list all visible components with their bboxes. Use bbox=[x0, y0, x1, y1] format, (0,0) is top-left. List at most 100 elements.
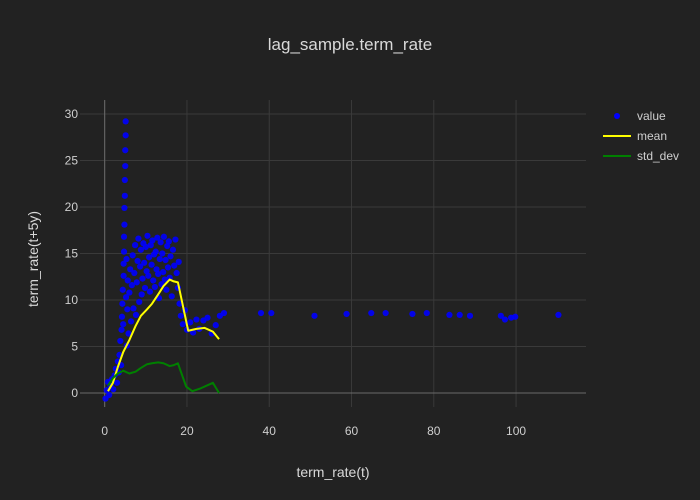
plot-area[interactable] bbox=[102, 118, 562, 402]
data-point bbox=[136, 298, 143, 305]
data-point bbox=[120, 272, 127, 279]
data-point bbox=[163, 286, 170, 293]
legend-item-mean[interactable]: mean bbox=[603, 129, 667, 143]
data-point bbox=[423, 309, 430, 317]
data-point bbox=[142, 243, 149, 251]
data-point bbox=[409, 310, 416, 318]
data-point bbox=[128, 282, 135, 289]
data-point bbox=[118, 326, 125, 333]
data-point bbox=[153, 266, 160, 273]
series-line-std_dev bbox=[107, 361, 220, 394]
data-point bbox=[171, 262, 178, 269]
data-point bbox=[143, 268, 150, 275]
data-point bbox=[156, 255, 163, 263]
data-point bbox=[135, 235, 142, 242]
data-point bbox=[179, 321, 186, 328]
data-point bbox=[123, 255, 130, 263]
data-point bbox=[555, 311, 562, 318]
data-point bbox=[125, 330, 132, 337]
legend-label: std_dev bbox=[637, 149, 679, 163]
data-point bbox=[497, 312, 504, 319]
chart-title: lag_sample.term_rate bbox=[268, 35, 432, 54]
data-point bbox=[168, 293, 175, 300]
data-point bbox=[162, 256, 169, 264]
y-tick-label: 0 bbox=[71, 386, 78, 400]
data-point bbox=[138, 291, 145, 298]
data-point bbox=[160, 233, 168, 240]
data-point bbox=[154, 234, 161, 241]
data-point bbox=[121, 204, 128, 212]
data-point bbox=[311, 312, 318, 319]
data-point bbox=[152, 248, 159, 255]
legend-item-value[interactable]: value bbox=[614, 109, 666, 123]
legend-marker bbox=[614, 113, 620, 119]
data-point bbox=[212, 322, 219, 329]
data-point bbox=[159, 250, 166, 257]
data-point bbox=[113, 379, 121, 386]
data-point bbox=[190, 329, 197, 336]
data-point bbox=[146, 254, 153, 261]
x-tick-label: 100 bbox=[506, 424, 526, 438]
data-point bbox=[165, 238, 172, 245]
data-point bbox=[122, 132, 129, 139]
data-point bbox=[172, 236, 179, 243]
data-point bbox=[368, 309, 375, 317]
data-point bbox=[118, 313, 126, 320]
data-point bbox=[257, 309, 265, 317]
data-point bbox=[501, 316, 509, 323]
data-point bbox=[343, 310, 350, 318]
data-point bbox=[117, 337, 124, 345]
data-point bbox=[173, 269, 180, 277]
data-point bbox=[127, 318, 135, 325]
y-tick-label: 5 bbox=[71, 340, 78, 354]
data-point bbox=[127, 266, 134, 273]
legend-label: mean bbox=[637, 129, 667, 143]
data-point bbox=[124, 277, 131, 284]
data-point bbox=[134, 257, 141, 265]
data-point bbox=[141, 284, 149, 292]
data-point bbox=[122, 147, 129, 154]
data-point bbox=[120, 248, 128, 255]
data-point bbox=[382, 309, 389, 317]
data-point bbox=[137, 246, 144, 253]
data-point bbox=[136, 263, 144, 270]
data-point bbox=[164, 264, 172, 271]
x-tick-label: 20 bbox=[180, 424, 194, 438]
data-point bbox=[268, 309, 275, 317]
y-tick-label: 15 bbox=[65, 247, 79, 261]
data-point bbox=[132, 311, 140, 318]
data-point bbox=[150, 277, 157, 284]
x-tick-label: 40 bbox=[263, 424, 277, 438]
data-point bbox=[121, 176, 128, 184]
data-point bbox=[167, 253, 174, 260]
data-point bbox=[155, 270, 162, 278]
data-point bbox=[148, 261, 155, 268]
legend-item-std_dev[interactable]: std_dev bbox=[603, 149, 679, 163]
data-point bbox=[119, 286, 126, 293]
data-point bbox=[169, 246, 177, 253]
data-point bbox=[126, 289, 133, 296]
data-point bbox=[122, 118, 129, 125]
data-point bbox=[149, 237, 156, 244]
legend-label: value bbox=[637, 109, 666, 123]
data-point bbox=[456, 311, 463, 318]
x-axis-title: term_rate(t) bbox=[296, 464, 369, 480]
data-point bbox=[157, 239, 164, 246]
legend[interactable]: value mean std_dev bbox=[603, 109, 679, 163]
y-axis-title: term_rate(t+5y) bbox=[25, 211, 41, 307]
data-point bbox=[139, 275, 146, 282]
data-point bbox=[145, 272, 152, 279]
data-point bbox=[175, 258, 182, 265]
data-point bbox=[120, 321, 127, 328]
data-point bbox=[220, 309, 228, 317]
data-point bbox=[161, 276, 168, 283]
series-value bbox=[102, 118, 562, 402]
data-point bbox=[130, 305, 137, 312]
data-point bbox=[129, 252, 136, 259]
data-point bbox=[159, 269, 167, 276]
data-point bbox=[120, 233, 128, 240]
data-point bbox=[512, 313, 519, 320]
data-point bbox=[176, 300, 183, 307]
